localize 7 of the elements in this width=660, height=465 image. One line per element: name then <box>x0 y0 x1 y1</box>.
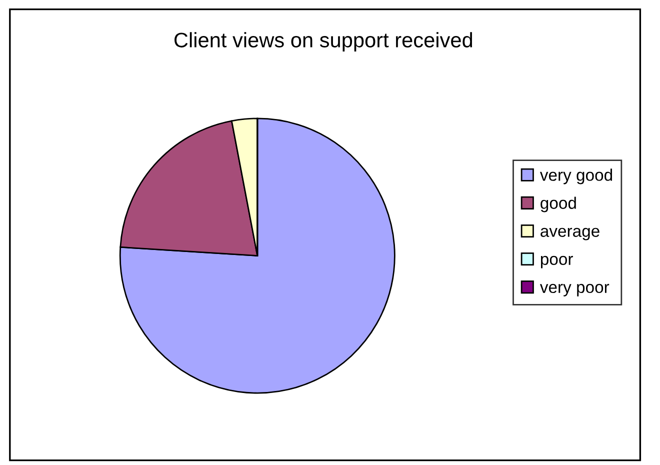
legend-label: very good <box>540 168 612 184</box>
pie-slice <box>119 118 396 394</box>
legend-label: very poor <box>540 284 610 296</box>
legend-label: poor <box>540 256 573 268</box>
legend-label: average <box>540 228 600 240</box>
legend-label: good <box>540 196 576 212</box>
chart-title: Client views on support received <box>174 32 472 52</box>
